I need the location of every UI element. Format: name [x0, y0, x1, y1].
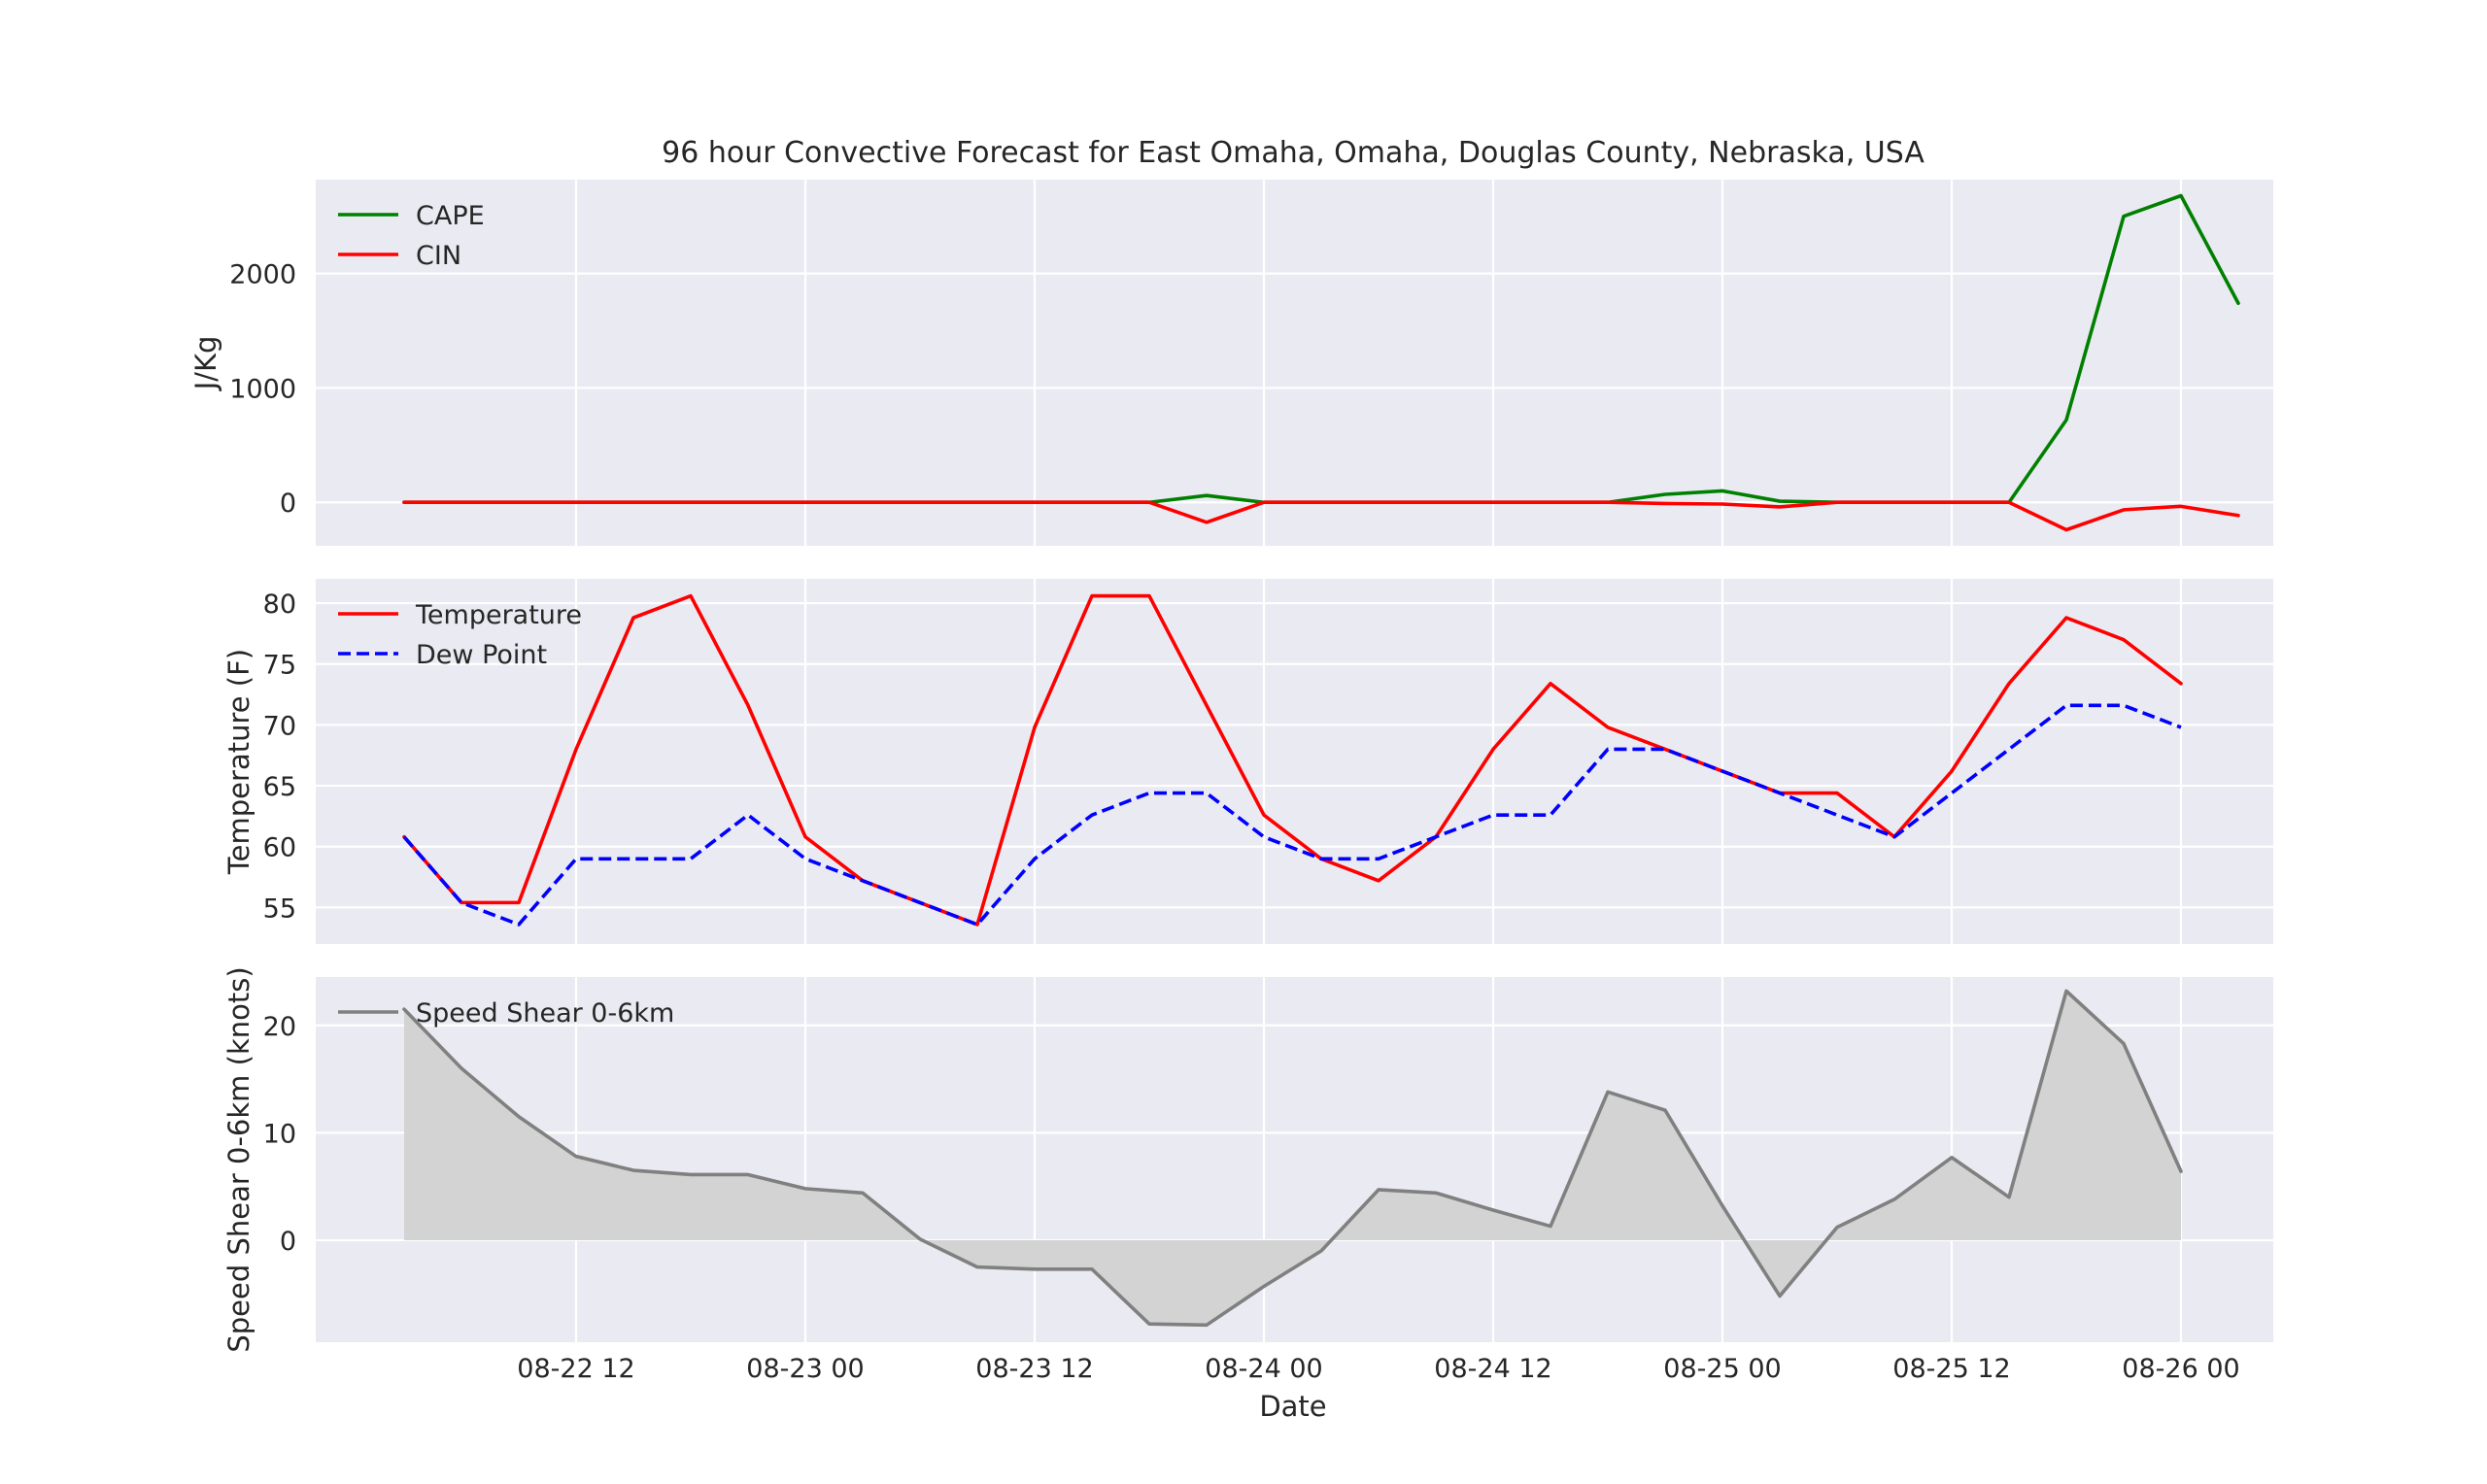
series-area-fill [404, 991, 2181, 1326]
y-tick-label: 75 [263, 651, 296, 681]
y-tick-label: 20 [263, 1012, 296, 1042]
x-tick-label: 08-26 00 [2122, 1354, 2239, 1384]
y-tick-label: 0 [280, 489, 296, 519]
series-line-speed-shear-0-6km [402, 989, 2183, 1328]
y-tick-label: 1000 [229, 374, 296, 404]
x-tick-label: 08-22 12 [517, 1354, 634, 1384]
figure-title: 96 hour Convective Forecast for East Oma… [662, 136, 1925, 170]
y-axis-label: Temperature (F) [222, 649, 256, 875]
y-tick-label: 60 [263, 833, 296, 863]
y-tick-label: 10 [263, 1119, 296, 1149]
legend-label: Speed Shear 0-6km [416, 998, 674, 1029]
x-tick-label: 08-23 12 [975, 1354, 1093, 1384]
series-line-dew-point [402, 703, 2182, 927]
y-tick-label: 0 [280, 1227, 296, 1257]
legend-label: CAPE [416, 201, 485, 231]
x-tick-label: 08-25 00 [1663, 1354, 1781, 1384]
cape-cin-panel: 0 1000 2000 J/Kg CAPE CIN [189, 180, 2273, 546]
plot-area [316, 579, 2273, 944]
plot-area [316, 180, 2273, 546]
y-tick-label: 55 [263, 894, 296, 924]
x-tick-label: 08-23 00 [746, 1354, 864, 1384]
y-axis-label: Speed Shear 0-6km (knots) [222, 966, 256, 1352]
legend-label: CIN [416, 241, 461, 271]
y-tick-label: 80 [263, 590, 296, 620]
plot-area [316, 977, 2273, 1342]
x-tick-label: 08-24 00 [1205, 1354, 1322, 1384]
series-line-temperature [402, 593, 2183, 927]
x-tick-label: 08-25 12 [1892, 1354, 2010, 1384]
y-tick-label: 70 [263, 711, 296, 741]
x-tick-label: 08-24 12 [1434, 1354, 1551, 1384]
legend-label: Dew Point [416, 640, 547, 670]
legend-label: Temperature [415, 600, 582, 630]
y-axis-label: J/Kg [189, 336, 222, 392]
x-axis-label: Date [1259, 1390, 1326, 1423]
series-line-cin [402, 500, 2240, 532]
y-tick-label: 2000 [229, 260, 296, 290]
y-tick-label: 65 [263, 772, 296, 802]
